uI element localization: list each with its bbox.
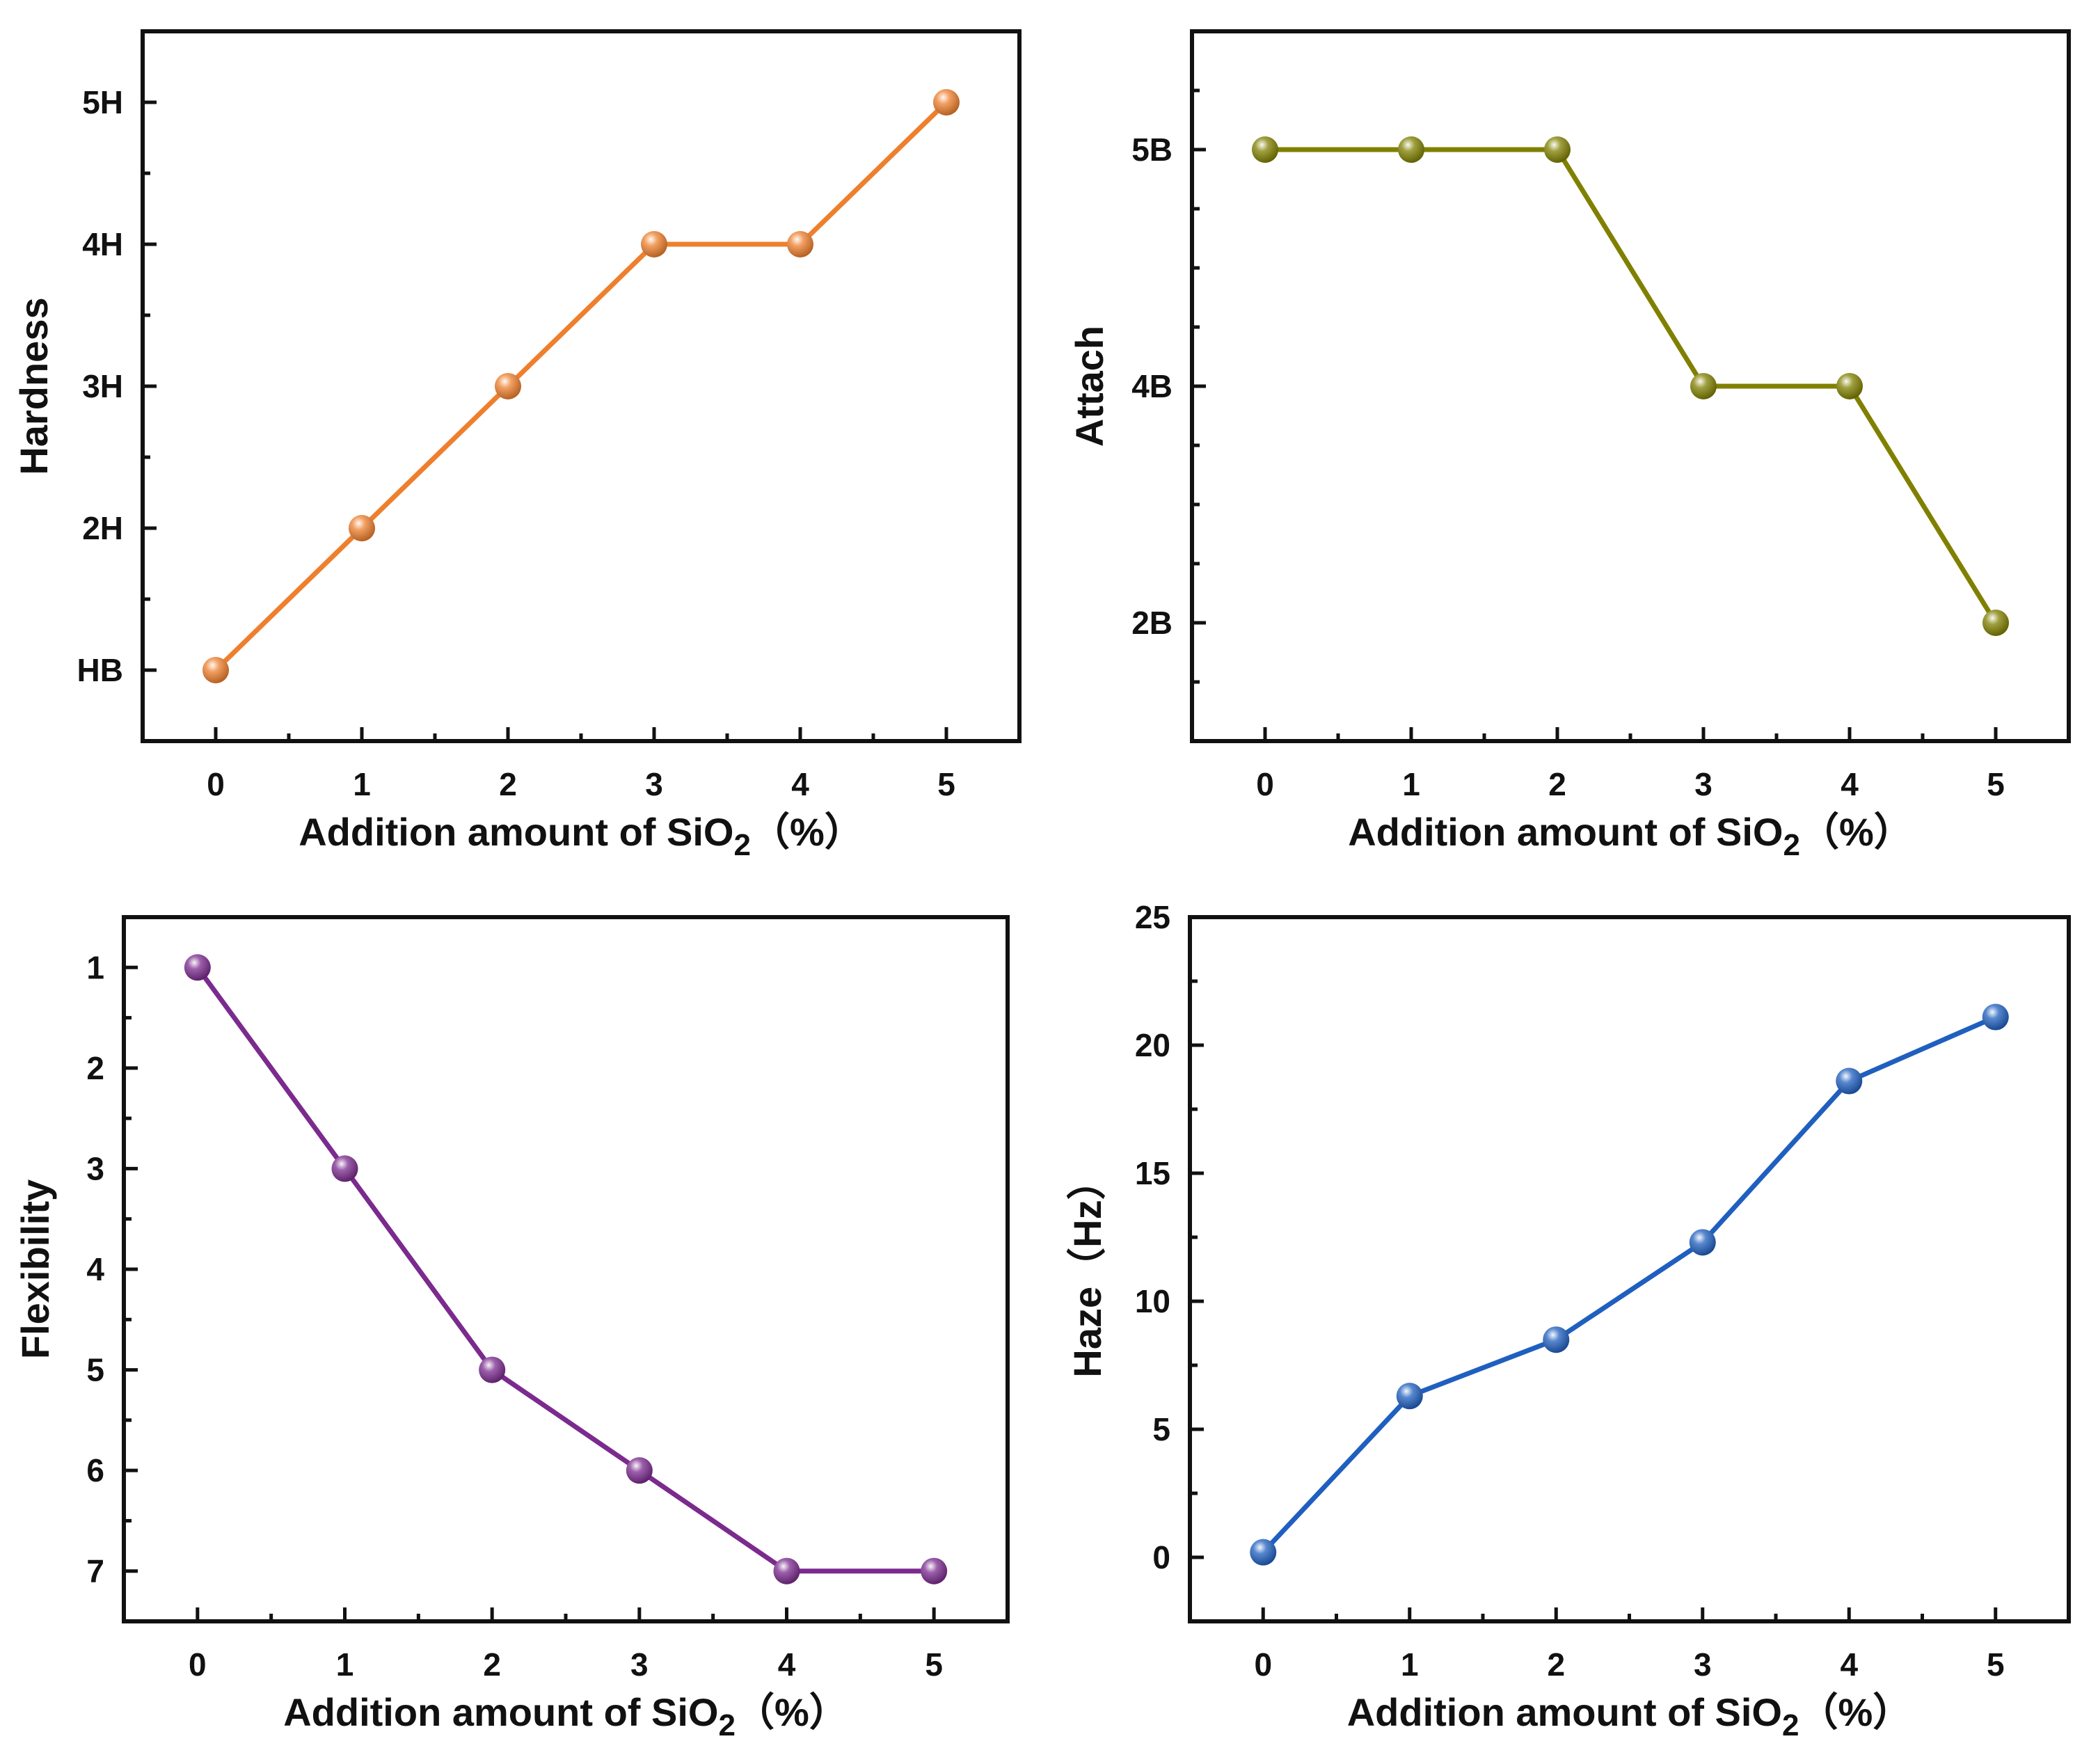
x-tick-label: 3 xyxy=(645,766,663,802)
y-tick-label: 4 xyxy=(86,1251,104,1287)
x-tick-label: 2 xyxy=(483,1646,501,1683)
data-point-highlight xyxy=(641,231,667,257)
x-tick-label: 4 xyxy=(778,1646,796,1683)
hardness-chart: 0 1 2 3 4 5 HB 2H 3H 4H 5H Addition amount of SiO2（… xyxy=(12,29,1022,862)
data-point-highlight xyxy=(921,1557,948,1584)
plot-frame xyxy=(122,915,1010,1623)
data-point-highlight xyxy=(787,231,813,257)
y-tick-label: 2B xyxy=(1131,605,1173,641)
data-point-highlight xyxy=(1396,1383,1423,1410)
data-point-highlight xyxy=(933,89,960,116)
data-point-highlight xyxy=(202,657,229,683)
x-axis-label: Addition amount of SiO2（%） xyxy=(1348,810,1913,862)
y-tick-label: 5 xyxy=(86,1352,104,1388)
x-tick-label: 0 xyxy=(1256,766,1274,802)
attach-chart: 0 1 2 3 4 5 2B 4B 5B Addition amount of SiO2（%） At… xyxy=(1067,29,2071,862)
x-tick-label: 2 xyxy=(499,766,517,802)
plot-frame xyxy=(141,29,1022,743)
data-point-highlight xyxy=(1689,1229,1716,1256)
y-tick-label: HB xyxy=(77,652,123,688)
flexibility-chart: 0 1 2 3 4 5 1 2 3 4 5 6 7 Addition amount of SiO2（%） F… xyxy=(13,915,1010,1742)
x-tick-label: 0 xyxy=(189,1646,207,1683)
y-axis-label: Hardness xyxy=(12,297,56,475)
y-tick-label: 5 xyxy=(1152,1411,1170,1447)
data-point-highlight xyxy=(1543,1326,1570,1353)
x-tick-label: 1 xyxy=(1402,766,1420,802)
x-tick-label: 5 xyxy=(1987,1646,2005,1683)
y-tick-label: 0 xyxy=(1152,1539,1170,1575)
x-tick-label: 3 xyxy=(1694,766,1712,802)
data-point-highlight xyxy=(1690,373,1717,399)
y-tick-label: 25 xyxy=(1135,899,1170,935)
y-tick-label: 4H xyxy=(82,226,123,262)
x-tick-label: 3 xyxy=(1694,1646,1712,1683)
x-tick-label: 5 xyxy=(925,1646,943,1683)
series-line xyxy=(214,100,948,672)
x-tick-label: 5 xyxy=(937,766,955,802)
y-tick-label: 20 xyxy=(1135,1027,1170,1063)
y-tick-label: 1 xyxy=(86,949,104,985)
y-axis-label: Haze（Hz） xyxy=(1065,1161,1109,1377)
x-axis-label: Addition amount of SiO2（%） xyxy=(299,810,864,862)
x-tick-label: 2 xyxy=(1547,1646,1565,1683)
x-axis-label: Addition amount of SiO2（%） xyxy=(283,1690,848,1742)
y-tick-label: 7 xyxy=(86,1553,104,1589)
data-point-highlight xyxy=(1982,610,2009,636)
y-tick-label: 4B xyxy=(1131,368,1173,404)
data-point-highlight xyxy=(184,954,211,981)
x-tick-label: 0 xyxy=(1254,1646,1272,1683)
x-tick-label: 5 xyxy=(1987,766,2005,802)
data-point-highlight xyxy=(1252,136,1278,163)
data-point-highlight xyxy=(1982,1003,2009,1031)
y-axis-label: Attach xyxy=(1067,326,1111,447)
y-tick-label: 2H xyxy=(82,510,123,546)
data-point-highlight xyxy=(1544,136,1571,163)
data-point-highlight xyxy=(479,1356,506,1383)
haze-chart: 0 1 2 3 4 5 0 5 10 15 20 25 Addition amount of SiO2（… xyxy=(1065,899,2071,1742)
data-point-highlight xyxy=(626,1457,653,1484)
x-tick-label: 3 xyxy=(630,1646,649,1683)
x-tick-label: 1 xyxy=(1401,1646,1419,1683)
x-tick-label: 1 xyxy=(353,766,371,802)
y-axis-label: Flexibility xyxy=(13,1179,57,1359)
data-point-highlight xyxy=(773,1557,800,1584)
x-tick-label: 4 xyxy=(1840,1646,1858,1683)
data-point-highlight xyxy=(349,515,375,541)
data-point-highlight xyxy=(1250,1539,1277,1566)
y-tick-label: 3H xyxy=(82,368,123,404)
data-point-highlight xyxy=(495,373,521,399)
y-tick-label: 10 xyxy=(1135,1283,1170,1319)
data-point-highlight xyxy=(1836,373,1863,399)
x-tick-label: 1 xyxy=(336,1646,354,1683)
series-line xyxy=(1261,1015,1997,1555)
data-point-highlight xyxy=(1398,136,1424,163)
series-line xyxy=(196,966,935,1574)
y-tick-label: 15 xyxy=(1135,1155,1170,1191)
x-tick-label: 4 xyxy=(1841,766,1859,802)
y-tick-label: 5H xyxy=(82,84,123,120)
x-tick-label: 2 xyxy=(1548,766,1566,802)
y-tick-label: 6 xyxy=(86,1452,104,1488)
plot-frame xyxy=(1190,29,2071,743)
data-point-highlight xyxy=(331,1155,358,1182)
data-point-highlight xyxy=(1836,1067,1863,1095)
y-tick-label: 2 xyxy=(86,1050,104,1086)
x-axis-label: Addition amount of SiO2（%） xyxy=(1347,1690,1912,1742)
y-tick-label: 5B xyxy=(1131,132,1173,168)
plot-frame xyxy=(1188,915,2071,1623)
y-tick-label: 3 xyxy=(86,1150,104,1186)
series-line xyxy=(1265,147,1998,624)
x-tick-label: 4 xyxy=(791,766,809,802)
x-tick-label: 0 xyxy=(207,766,225,802)
